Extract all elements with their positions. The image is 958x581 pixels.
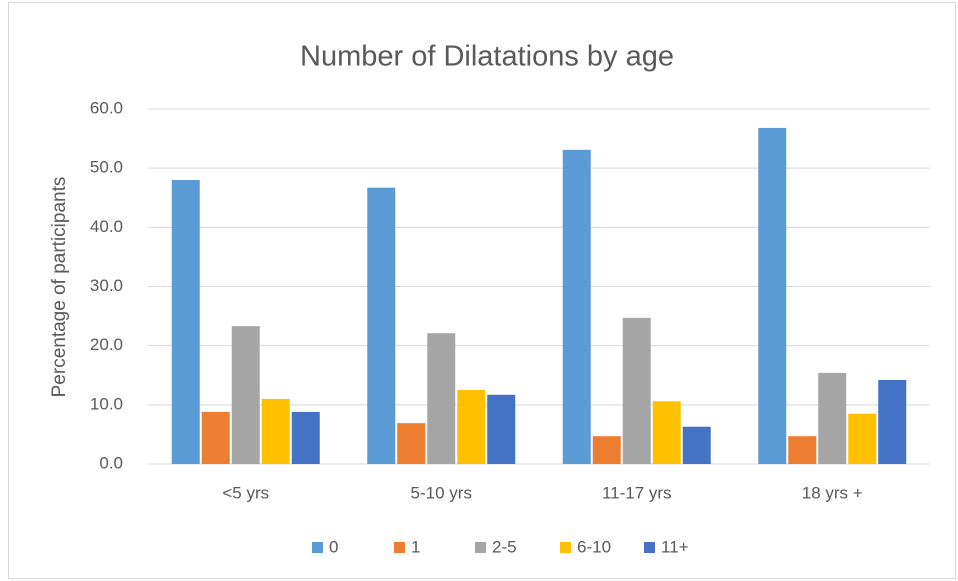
x-tick-label: <5 yrs: [222, 483, 269, 502]
bar: [818, 372, 847, 464]
y-tick-label: 10.0: [90, 394, 123, 413]
y-tick-label: 30.0: [90, 276, 123, 295]
bar: [261, 398, 290, 464]
legend-label: 0: [329, 537, 338, 556]
bar: [652, 401, 681, 464]
bar: [562, 149, 591, 464]
x-tick-label: 5-10 yrs: [411, 483, 472, 502]
bar: [457, 390, 486, 464]
y-tick-label: 60.0: [90, 98, 123, 117]
y-tick-label: 40.0: [90, 217, 123, 236]
bar: [592, 436, 621, 464]
legend-label: 11+: [661, 537, 689, 556]
legend-swatch: [560, 542, 571, 553]
bar: [367, 187, 396, 465]
bar: [427, 333, 456, 464]
y-tick-label: 0.0: [99, 453, 123, 472]
x-tick-label: 11-17 yrs: [602, 483, 672, 502]
bar: [487, 394, 516, 464]
x-tick-label: 18 yrs +: [802, 483, 863, 502]
chart-border: [8, 2, 956, 579]
chart-title: Number of Dilatations by age: [300, 41, 674, 73]
bar: [201, 411, 230, 464]
bar: [291, 411, 320, 464]
legend-swatch: [644, 542, 655, 553]
bar: [171, 180, 200, 464]
legend-label: 2-5: [492, 537, 517, 556]
bar: [848, 413, 877, 464]
legend-swatch: [475, 542, 486, 553]
bar: [788, 436, 817, 464]
bar: [397, 423, 426, 464]
bar: [622, 317, 651, 464]
y-tick-label: 20.0: [90, 335, 123, 354]
y-tick-label: 50.0: [90, 158, 123, 177]
y-axis-label: Percentage of participants: [49, 177, 70, 398]
legend-swatch: [394, 542, 405, 553]
legend-label: 1: [411, 537, 420, 556]
legend-label: 6-10: [577, 537, 611, 556]
legend-swatch: [312, 542, 323, 553]
bar: [682, 426, 711, 464]
bar: [231, 326, 260, 464]
bar: [878, 379, 907, 464]
bar: [758, 127, 787, 464]
